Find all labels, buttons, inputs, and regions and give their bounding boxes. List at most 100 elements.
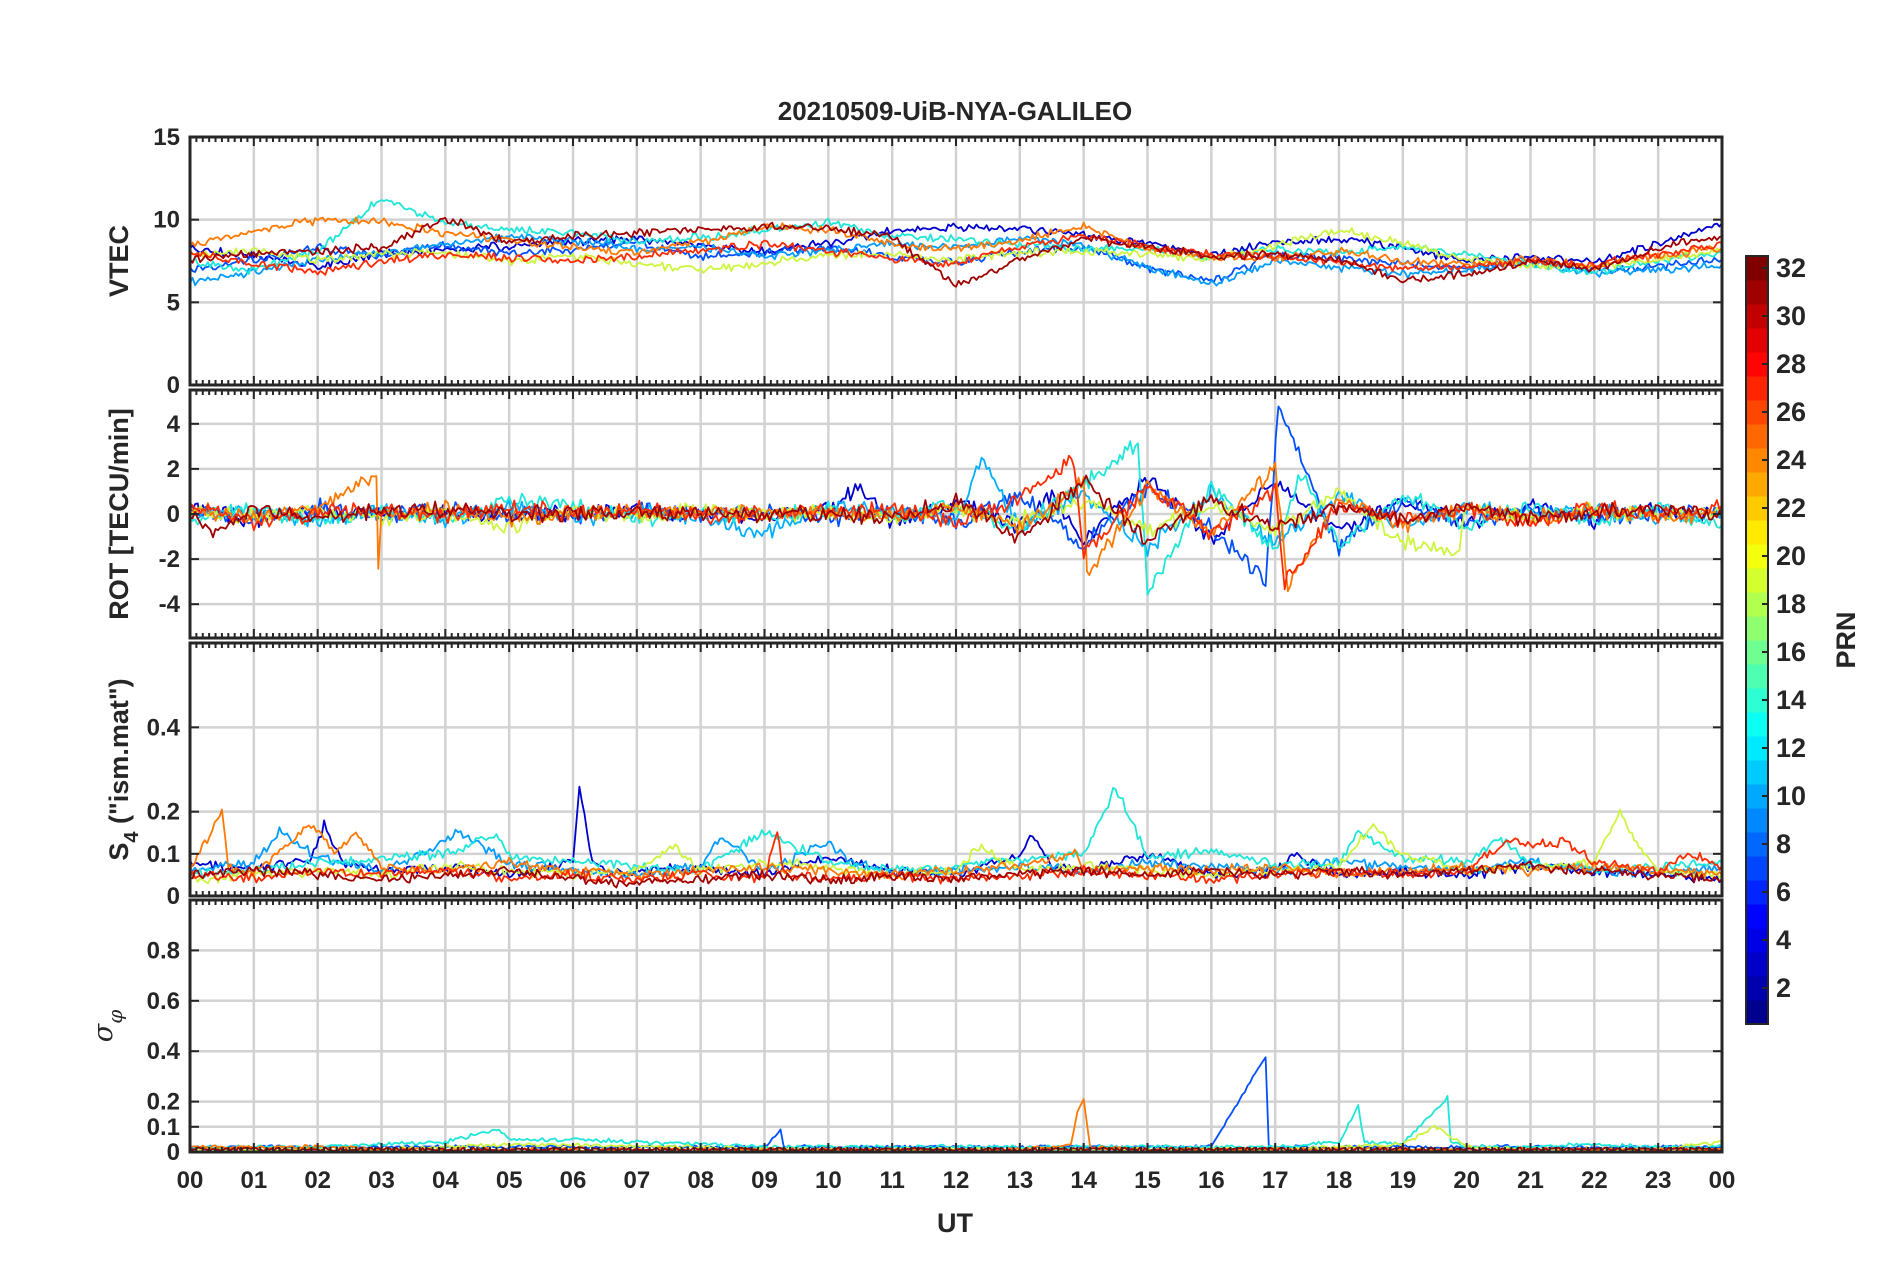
colorbar-segment (1746, 736, 1768, 761)
colorbar-segment (1746, 448, 1768, 473)
colorbar-segment (1746, 400, 1768, 425)
colorbar-segment (1746, 472, 1768, 497)
colorbar-segment (1746, 616, 1768, 641)
y-tick-label: 4 (167, 411, 181, 438)
colorbar-segment (1746, 256, 1768, 281)
x-tick-label: 14 (1070, 1167, 1097, 1194)
series-prn-13 (190, 787, 1722, 881)
colorbar-tick-label: 30 (1776, 301, 1806, 331)
colorbar-segment (1746, 928, 1768, 953)
colorbar-segment (1746, 496, 1768, 521)
panel-2: -4 -2 0 2 4 ROT [TECU/min] (104, 388, 1724, 640)
x-tick-label: 18 (1326, 1167, 1353, 1194)
chart-title: 20210509-UiB-NYA-GALILEO (778, 96, 1133, 126)
y-tick-label: 0.2 (147, 1089, 180, 1116)
x-tick-label: 07 (623, 1167, 650, 1194)
x-tick-label: 02 (304, 1167, 331, 1194)
colorbar-tick-label: 10 (1776, 781, 1806, 811)
colorbar-segment (1746, 280, 1768, 305)
y-tick-label: 0 (167, 1139, 180, 1166)
colorbar-tick-label: 26 (1776, 397, 1806, 427)
y-tick-label: -4 (159, 591, 181, 618)
x-tick-label: 08 (687, 1167, 714, 1194)
y-tick-label: 10 (153, 207, 180, 234)
series-prn-10 (190, 456, 1722, 557)
series-prn-9 (190, 233, 1722, 287)
colorbar-segment (1746, 304, 1768, 329)
y-tick-label: 0.2 (147, 799, 180, 826)
x-axis-label: UT (937, 1208, 973, 1238)
y-tick-label: 0.8 (147, 937, 180, 964)
colorbar-segment (1746, 880, 1768, 905)
series-group (190, 785, 1722, 889)
colorbar-tick-label: 8 (1776, 829, 1791, 859)
x-tick-label: 21 (1517, 1167, 1544, 1194)
y-tick-label: 2 (167, 456, 180, 483)
colorbar-segment (1746, 352, 1768, 377)
colorbar-segment (1746, 952, 1768, 977)
panel-3: 0 0.1 0.2 0.4S4 ("ism.mat") (104, 641, 1724, 910)
colorbar-tick-label: 18 (1776, 589, 1806, 619)
panel-1: 0 5 10 15 VTEC (104, 124, 1724, 399)
x-tick-label: 06 (560, 1167, 587, 1194)
x-tick-label: 10 (815, 1167, 842, 1194)
series-prn-24 (190, 216, 1722, 271)
series-prn-31 (190, 217, 1722, 288)
y-axis-label: ROT [TECU/min] (104, 408, 134, 619)
y-tick-label: 0 (167, 372, 180, 399)
colorbar-tick-label: 6 (1776, 877, 1791, 907)
x-tick-label: 22 (1581, 1167, 1608, 1194)
colorbar-segment (1746, 832, 1768, 857)
series-prn-31 (190, 474, 1722, 545)
x-tick-label: 12 (943, 1167, 970, 1194)
colorbar-segment (1746, 664, 1768, 689)
x-tick-label: 09 (751, 1167, 778, 1194)
colorbar-segment (1746, 760, 1768, 785)
x-tick-label: 00 (1709, 1167, 1736, 1194)
series-group (190, 405, 1722, 596)
x-tick-label: 15 (1134, 1167, 1161, 1194)
colorbar-tick-label: 20 (1776, 541, 1806, 571)
colorbar-segment (1746, 544, 1768, 569)
series-prn-13 (190, 199, 1722, 276)
colorbar-segment (1746, 712, 1768, 737)
colorbar-segment (1746, 568, 1768, 593)
y-tick-label: 0.4 (147, 714, 181, 741)
x-tick-label: 20 (1453, 1167, 1480, 1194)
colorbar-tick-label: 22 (1776, 493, 1806, 523)
colorbar-tick-label: 28 (1776, 349, 1806, 379)
y-tick-label: 0 (167, 501, 180, 528)
series-group (190, 199, 1722, 288)
colorbar-segment (1746, 376, 1768, 401)
x-tick-label: 11 (879, 1167, 904, 1194)
series-prn-28 (190, 454, 1722, 591)
y-tick-label: 0.1 (147, 841, 180, 868)
x-tick-label: 16 (1198, 1167, 1225, 1194)
colorbar-segment (1746, 1000, 1768, 1025)
colorbar-tick-label: 24 (1776, 445, 1806, 475)
colorbar-tick-label: 4 (1776, 925, 1791, 955)
x-tick-label: 17 (1262, 1167, 1289, 1194)
colorbar-segment (1746, 328, 1768, 353)
y-tick-label: 0.1 (147, 1114, 180, 1141)
y-axis-label: σφ (88, 1010, 127, 1042)
y-axis-label: VTEC (104, 225, 134, 297)
colorbar-segment (1746, 640, 1768, 665)
colorbar-tick-label: 12 (1776, 733, 1806, 763)
colorbar-segment (1746, 592, 1768, 617)
series-prn-13 (190, 440, 1722, 596)
colorbar-segment (1746, 856, 1768, 881)
x-tick-label: 03 (368, 1167, 395, 1194)
colorbar-segment (1746, 688, 1768, 713)
y-tick-label: 0.4 (147, 1038, 181, 1065)
series-prn-28 (190, 233, 1722, 276)
y-tick-label: -2 (159, 546, 180, 573)
x-tick-label: 04 (432, 1167, 459, 1194)
colorbar-tick-label: 32 (1776, 253, 1806, 283)
x-tick-label: 00 (177, 1167, 204, 1194)
colorbar-tick-label: 2 (1776, 973, 1791, 1003)
colorbar-frame (1745, 255, 1769, 1025)
